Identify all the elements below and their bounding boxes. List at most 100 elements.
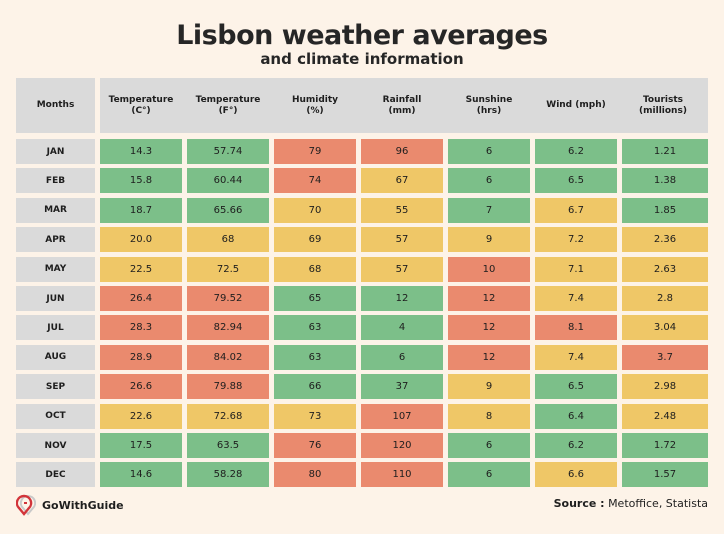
table-cell: 79.52	[187, 286, 269, 311]
table-cell: 2.8	[622, 286, 708, 311]
table-cell: 60.44	[187, 168, 269, 194]
table-cell: 7.4	[535, 286, 617, 311]
month-label: FEB	[16, 168, 95, 194]
table-cell: 6.5	[535, 168, 617, 194]
column-header: Wind (mph)	[546, 100, 606, 110]
table-cell: 1.38	[622, 168, 708, 194]
table-cell: 68	[274, 256, 356, 282]
table-cell: 96	[361, 139, 443, 164]
month-label: APR	[16, 227, 95, 253]
table-cell: 4	[361, 315, 443, 341]
month-label: JUN	[16, 286, 95, 311]
table-cell: 9	[448, 227, 530, 253]
table-cell: 65.66	[187, 197, 269, 223]
source-label: Source :	[553, 497, 605, 510]
table-cell: 58.28	[187, 462, 269, 488]
table-cell: 67	[361, 168, 443, 194]
table-cell: 10	[448, 256, 530, 282]
table-cell: 63	[274, 344, 356, 370]
brand-name: GoWithGuide	[42, 498, 124, 512]
table-cell: 9	[448, 374, 530, 400]
table-cell: 57	[361, 227, 443, 253]
month-label: JUL	[16, 315, 95, 341]
table-cell: 6	[448, 139, 530, 164]
column-header: Humidity (%)	[291, 94, 339, 116]
table-cell: 8.1	[535, 315, 617, 341]
table-cell: 72.5	[187, 256, 269, 282]
header-columns: Temperature (C°) Temperature (F°) Humidity…	[100, 78, 708, 133]
table-cell: 7.4	[535, 344, 617, 370]
month-label: MAY	[16, 256, 95, 282]
table-cell: 63.5	[187, 433, 269, 458]
page-subtitle: and climate information	[260, 50, 464, 68]
table-cell: 7.1	[535, 256, 617, 282]
table-cell: 6.5	[535, 374, 617, 400]
table-cell: 17.5	[100, 433, 182, 458]
table-cell: 26.6	[100, 374, 182, 400]
month-label: OCT	[16, 403, 95, 429]
table-cell: 68	[187, 227, 269, 253]
month-label: JAN	[16, 139, 95, 164]
table-cell: 28.3	[100, 315, 182, 341]
table-cell: 110	[361, 462, 443, 488]
table-cell: 84.02	[187, 344, 269, 370]
table-cell: 76	[274, 433, 356, 458]
column-header: Rainfall (mm)	[382, 94, 422, 116]
table-cell: 1.85	[622, 197, 708, 223]
table-cell: 69	[274, 227, 356, 253]
month-label: MAR	[16, 197, 95, 223]
table-cell: 6.2	[535, 139, 617, 164]
table-cell: 2.98	[622, 374, 708, 400]
table-cell: 6	[448, 168, 530, 194]
source-note: Source : Metoffice, Statista	[554, 497, 708, 510]
table-cell: 79	[274, 139, 356, 164]
map-pin-logo-icon	[16, 494, 36, 516]
table-cell: 7.2	[535, 227, 617, 253]
table-cell: 55	[361, 197, 443, 223]
table-cell: 22.5	[100, 256, 182, 282]
page-title: Lisbon weather averages	[176, 20, 548, 51]
table-cell: 1.57	[622, 462, 708, 488]
table-cell: 79.88	[187, 374, 269, 400]
table-cell: 12	[448, 315, 530, 341]
table-cell: 1.72	[622, 433, 708, 458]
table-cell: 2.36	[622, 227, 708, 253]
table-cell: 3.04	[622, 315, 708, 341]
source-value: Metoffice, Statista	[608, 497, 708, 510]
table-cell: 120	[361, 433, 443, 458]
table-cell: 37	[361, 374, 443, 400]
table-cell: 57	[361, 256, 443, 282]
table-cell: 20.0	[100, 227, 182, 253]
table-cell: 2.63	[622, 256, 708, 282]
table-cell: 6.6	[535, 462, 617, 488]
table-cell: 73	[274, 403, 356, 429]
column-header: Temperature (C°)	[108, 94, 174, 116]
month-label: NOV	[16, 433, 95, 458]
table-cell: 14.6	[100, 462, 182, 488]
table-cell: 12	[448, 344, 530, 370]
table-cell: 6.7	[535, 197, 617, 223]
table-cell: 12	[361, 286, 443, 311]
table-cell: 1.21	[622, 139, 708, 164]
table-cell: 12	[448, 286, 530, 311]
brand-logo: GoWithGuide	[16, 494, 124, 516]
table-cell: 74	[274, 168, 356, 194]
table-cell: 6	[448, 462, 530, 488]
table-cell: 63	[274, 315, 356, 341]
table-cell: 28.9	[100, 344, 182, 370]
table-cell: 72.68	[187, 403, 269, 429]
table-cell: 15.8	[100, 168, 182, 194]
table-cell: 6	[361, 344, 443, 370]
table-cell: 22.6	[100, 403, 182, 429]
table-cell: 57.74	[187, 139, 269, 164]
table-cell: 6	[448, 433, 530, 458]
header-months: Months	[16, 78, 95, 133]
table-cell: 7	[448, 197, 530, 223]
column-header: Temperature (F°)	[195, 94, 261, 116]
table-cell: 6.4	[535, 403, 617, 429]
column-header: Tourists (millions)	[639, 94, 687, 116]
table-cell: 65	[274, 286, 356, 311]
table-cell: 80	[274, 462, 356, 488]
month-label: DEC	[16, 462, 95, 488]
month-label: AUG	[16, 344, 95, 370]
